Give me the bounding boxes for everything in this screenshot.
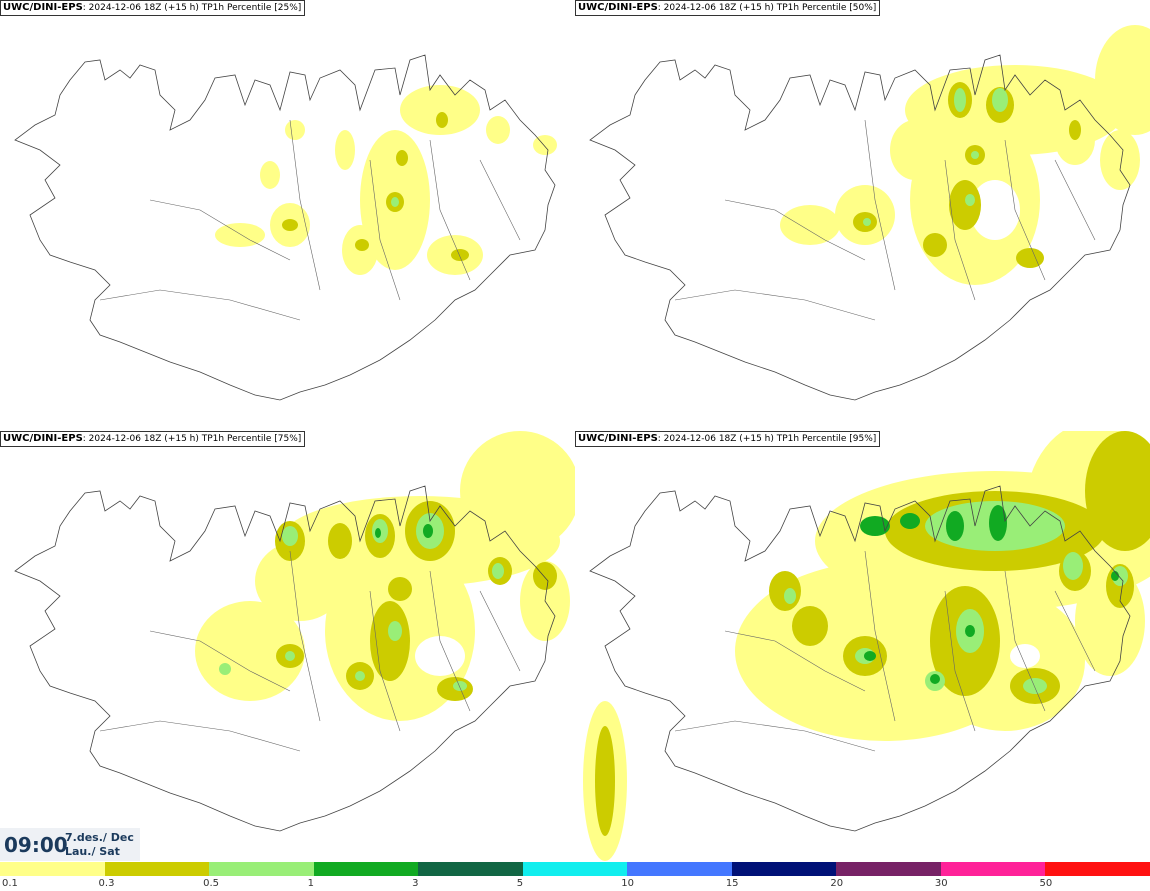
- legend-swatch: [104, 862, 210, 876]
- valid-time-box: 09:00 7.des./ Dec Lau./ Sat: [0, 828, 140, 861]
- valid-date: 7.des./ Dec: [65, 831, 134, 844]
- panel-title: UWC/DINI-EPS: 2024-12-06 18Z (+15 h) TP1…: [575, 0, 881, 16]
- legend-label: 30: [934, 878, 948, 889]
- legend-swatch: [313, 862, 419, 876]
- precip-light: [215, 85, 557, 275]
- precip-green: [375, 524, 433, 538]
- legend-label: 20: [830, 878, 844, 889]
- legend-swatch: [1045, 862, 1150, 876]
- legend-label: 3: [412, 878, 419, 889]
- legend-swatch: [0, 862, 106, 876]
- legend-swatch: [209, 862, 315, 876]
- legend-label: 0.1: [2, 878, 18, 889]
- legend-swatch: [627, 862, 733, 876]
- legend-label: 10: [621, 878, 634, 889]
- map-panel-50: UWC/DINI-EPS: 2024-12-06 18Z (+15 h) TP1…: [575, 0, 1150, 430]
- legend-label: 50: [1039, 878, 1053, 889]
- precip-lightgreen: [863, 88, 1008, 226]
- legend-swatch: [940, 862, 1046, 876]
- panel-title: UWC/DINI-EPS: 2024-12-06 18Z (+15 h) TP1…: [0, 431, 306, 447]
- legend-label: 0.3: [98, 878, 115, 889]
- precip-green: [860, 505, 1119, 684]
- panel-title: UWC/DINI-EPS: 2024-12-06 18Z (+15 h) TP1…: [0, 0, 306, 16]
- color-legend: 0.1 0.3 0.5 1 3 5 10 15 20 30 50: [0, 861, 1150, 891]
- legend-label: 0.5: [203, 878, 219, 889]
- valid-time: 09:00: [4, 833, 68, 857]
- legend-label: 5: [516, 878, 524, 889]
- legend-label: 1: [307, 878, 314, 889]
- map-panel-75: UWC/DINI-EPS: 2024-12-06 18Z (+15 h) TP1…: [0, 431, 575, 861]
- legend-swatch: [522, 862, 628, 876]
- legend-swatch: [836, 862, 942, 876]
- valid-day: Lau./ Sat: [65, 845, 120, 858]
- map-panel-95: UWC/DINI-EPS: 2024-12-06 18Z (+15 h) TP1…: [575, 431, 1150, 861]
- map-panel-25: UWC/DINI-EPS: 2024-12-06 18Z (+15 h) TP1…: [0, 0, 575, 430]
- legend-swatch: [418, 862, 524, 876]
- legend-swatch: [731, 862, 837, 876]
- panel-title: UWC/DINI-EPS: 2024-12-06 18Z (+15 h) TP1…: [575, 431, 881, 447]
- legend-label: 15: [725, 878, 739, 889]
